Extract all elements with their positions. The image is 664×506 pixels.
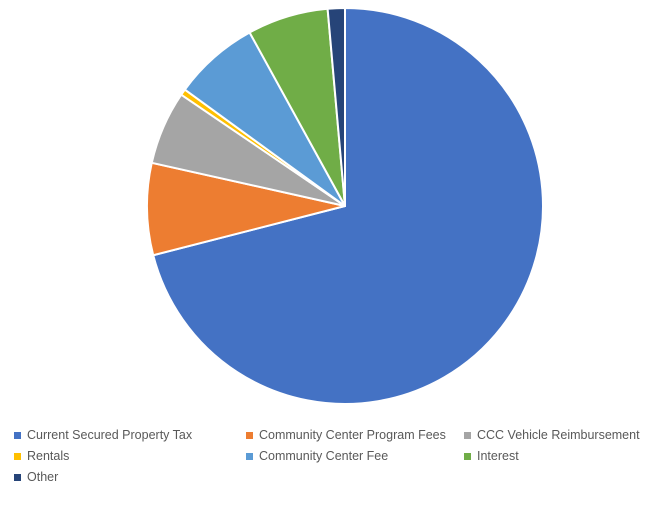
legend-label: Other	[27, 470, 59, 484]
pie-chart	[146, 7, 544, 405]
pie-slice-current-secured-property-tax	[152, 7, 544, 405]
legend-swatch	[14, 473, 21, 481]
legend-item-other: Other	[14, 470, 246, 484]
legend-swatch	[246, 431, 253, 439]
legend-swatch	[464, 452, 471, 460]
legend-swatch	[14, 452, 21, 460]
legend-item-community-center-program-fees: Community Center Program Fees	[246, 428, 464, 442]
legend-item-ccc-vehicle-reimbursement: CCC Vehicle Reimbursement	[464, 428, 654, 442]
legend-label: Current Secured Property Tax	[27, 428, 193, 442]
legend-item-community-center-fee: Community Center Fee	[246, 449, 464, 463]
pie-slice-other	[326, 7, 346, 207]
legend-label: Rentals	[27, 449, 70, 463]
legend-item-rentals: Rentals	[14, 449, 246, 463]
legend-swatch	[464, 431, 471, 439]
legend-label: CCC Vehicle Reimbursement	[477, 428, 640, 442]
legend-label: Interest	[477, 449, 519, 463]
legend-item-current-secured-property-tax: Current Secured Property Tax	[14, 428, 246, 442]
legend-swatch	[246, 452, 253, 460]
legend-item-interest: Interest	[464, 449, 654, 463]
legend-label: Community Center Fee	[259, 449, 389, 463]
legend-swatch	[14, 431, 21, 439]
legend: Current Secured Property Tax Community C…	[14, 428, 654, 484]
legend-label: Community Center Program Fees	[259, 428, 446, 442]
